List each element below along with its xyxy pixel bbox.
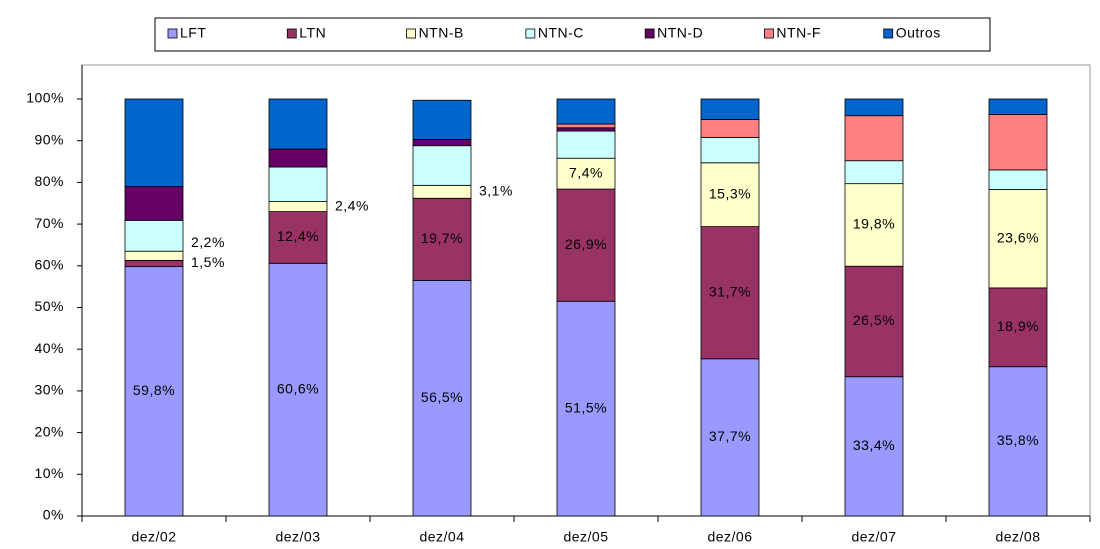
y-tick-label: 40% [34,340,64,356]
bar-segment [700,162,760,228]
bar-segment [988,366,1048,517]
value-label: 7,4% [569,164,603,180]
bar-segment [124,98,184,187]
bar-segment [844,160,904,185]
value-label: 1,5% [191,254,225,270]
value-label: 35,8% [997,432,1039,448]
legend-swatch [644,28,655,39]
x-tick-label: dez/07 [851,529,896,545]
y-tick-label: 10% [34,465,64,481]
bar-segment [124,259,184,268]
bar-segment [700,119,760,138]
bar-segment [268,262,328,517]
y-tick-label: 90% [34,131,64,147]
value-label: 2,2% [191,234,225,250]
bar-segment [844,98,904,117]
value-label: 60,6% [277,380,319,396]
legend-swatch [764,28,774,39]
value-label: 56,5% [421,389,463,405]
bar-segment [844,115,904,162]
bar-segment [844,183,904,267]
x-tick-label: dez/02 [131,529,176,545]
legend-swatch [167,28,178,39]
bar-segment [700,98,760,120]
bar-segment [700,136,760,164]
value-label: 31,7% [709,283,751,299]
legend-label: LTN [299,25,326,41]
bar-segment [412,99,472,140]
bar-segment [412,197,472,281]
legend-label: Outros [896,25,941,41]
bar-segment [556,130,616,159]
bar-segment [556,157,616,190]
y-tick-label: 50% [34,298,64,314]
x-tick-label: dez/06 [707,529,752,545]
bar-segment [124,250,184,261]
bar-segment [556,98,616,125]
bar-segment [988,189,1048,289]
y-tick-label: 80% [34,173,64,189]
bar-segment [556,300,616,517]
value-label: 2,4% [335,197,369,213]
legend-label: NTN-F [776,25,821,41]
x-tick-label: dez/08 [995,529,1040,545]
bar-segment [556,127,616,132]
value-label: 51,5% [565,399,607,415]
value-label: 19,7% [421,230,463,246]
bar-segment [988,169,1048,190]
bar-segment [124,219,184,252]
bar-segment [268,166,328,202]
y-tick-label: 100% [26,90,64,106]
value-label: 3,1% [479,182,513,198]
legend-label: NTN-B [419,25,464,41]
x-tick-label: dez/05 [563,529,608,545]
bar-segment [268,201,328,212]
bar-segment [268,211,328,264]
bar-segment [988,287,1048,368]
value-label: 19,8% [853,216,895,232]
bar-segment [412,139,472,147]
value-label: 15,3% [709,185,751,201]
value-label: 59,8% [133,382,175,398]
legend-label: LFT [180,25,206,41]
x-tick-label: dez/03 [275,529,320,545]
y-tick-label: 0% [43,507,64,523]
bar-segment [844,265,904,378]
bar-segment [268,98,328,150]
y-tick-label: 60% [34,257,64,273]
bar-segment [412,184,472,199]
legend-swatch [406,28,416,39]
y-tick-label: 70% [34,215,64,231]
legend-swatch [525,28,536,39]
value-label: 26,9% [565,236,607,252]
bar-segment [700,226,760,360]
legend-swatch [883,28,894,39]
bar-segment [988,98,1048,115]
bar-segment [268,148,328,168]
value-label: 33,4% [853,437,895,453]
value-label: 37,7% [709,428,751,444]
bar-segment [124,186,184,221]
bar-segment [700,358,760,517]
bar-segment [988,114,1048,171]
bar-segment [556,188,616,302]
legend-label: NTN-C [538,25,584,41]
bar-segment [844,376,904,517]
bar-segment [412,279,472,517]
value-label: 23,6% [997,229,1039,245]
y-tick-label: 20% [34,423,64,439]
y-tick-label: 30% [34,382,64,398]
value-label: 26,5% [853,312,895,328]
x-tick-label: dez/04 [419,529,464,545]
bar-segment [412,145,472,186]
legend-swatch [286,28,297,39]
value-label: 12,4% [277,228,319,244]
bar-segment [556,123,616,129]
value-label: 18,9% [997,318,1039,334]
legend-label: NTN-D [657,25,703,41]
